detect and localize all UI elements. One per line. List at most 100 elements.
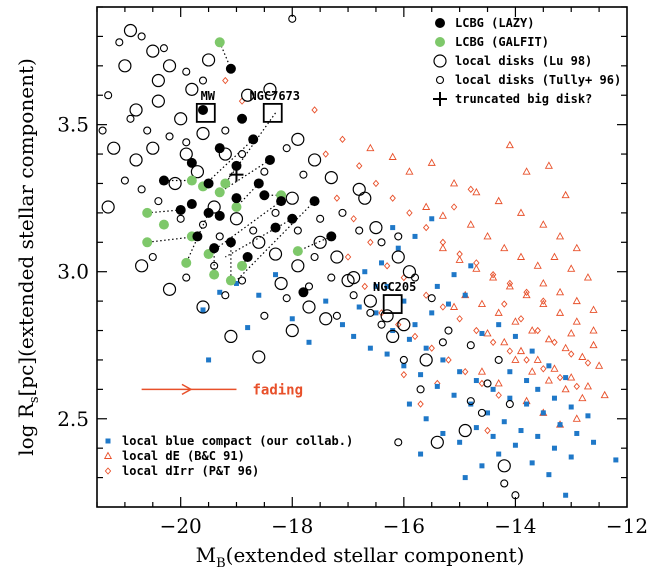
de-point	[555, 231, 565, 240]
tully-disk-point	[327, 273, 336, 282]
de-point	[466, 220, 475, 228]
y-axis-title-main: log R	[14, 402, 38, 456]
blue-compact-point	[206, 357, 212, 363]
annotation-square	[195, 102, 216, 123]
dirr-point	[422, 223, 430, 232]
dirr-point	[222, 76, 229, 85]
lcbg-galfit-point	[214, 37, 225, 48]
lu-disk-point	[263, 82, 277, 96]
lu-disk-point	[101, 200, 115, 214]
annotation-label: NGC205	[373, 280, 416, 294]
dirr-point	[417, 400, 424, 408]
de-point	[550, 364, 559, 372]
plot-frame	[96, 6, 628, 508]
y-axis-title: log Rs[pc](extended stellar component)	[14, 58, 42, 456]
de-point	[489, 273, 498, 281]
lu-disk-point	[252, 235, 266, 249]
dirr-point	[372, 179, 380, 188]
dirr-point	[551, 338, 558, 346]
blue-compact-point	[429, 310, 435, 316]
lcbg-galfit-point	[231, 202, 242, 212]
lu-disk-point	[168, 176, 182, 191]
legend-top-label: truncated big disk?	[455, 92, 592, 106]
dirr-point	[439, 303, 447, 311]
de-point	[500, 243, 509, 252]
de-point	[589, 326, 598, 334]
y-tick-label: 2.5	[57, 407, 89, 431]
blue-compact-point	[245, 325, 251, 331]
dirr-point	[361, 282, 368, 291]
dirr-point	[573, 382, 580, 391]
tully-disk-point	[394, 438, 403, 447]
blue-compact-point	[507, 395, 513, 401]
de-point	[533, 355, 542, 363]
dirr-point	[556, 373, 564, 382]
lcbg-galfit-point	[181, 257, 192, 268]
y-axis-title-sub: s	[27, 397, 42, 404]
tully-disk-point	[500, 479, 509, 488]
tully-disk-point	[221, 291, 230, 300]
blue-compact-point	[434, 383, 440, 389]
lu-disk-point	[419, 353, 433, 367]
blue-compact-point	[473, 378, 479, 384]
tully-disk-point	[271, 208, 280, 217]
tully-disk-point	[249, 226, 258, 235]
lu-disk-point	[196, 126, 210, 141]
lcbg-lazy-point	[309, 196, 320, 207]
tully-disk-point	[104, 91, 113, 100]
x-axis-title-sub: B	[216, 556, 226, 571]
tully-disk-point	[198, 76, 208, 85]
lu-disk-point	[430, 435, 444, 449]
tully-disk-point	[355, 226, 364, 235]
blue-compact-point	[423, 345, 429, 351]
tully-disk-point	[338, 208, 347, 217]
tully-disk-point	[299, 170, 308, 179]
lu-disk-point	[268, 247, 283, 261]
y-axis-title-rest: [pc](extended stellar component)	[14, 58, 38, 396]
blue-compact-point	[574, 430, 580, 436]
blue-compact-point	[440, 430, 446, 436]
de-point	[583, 381, 593, 390]
legend-top-label: LCBG (GALFIT)	[455, 35, 549, 49]
tully-disk-point	[148, 252, 157, 262]
blue-compact-point	[490, 386, 496, 392]
fading-label: fading	[252, 382, 303, 398]
blue-compact-point	[585, 413, 591, 419]
blue-compact-point	[362, 269, 368, 275]
blue-compact-point	[529, 348, 535, 354]
dirr-point	[389, 194, 396, 202]
dirr-point	[350, 215, 357, 223]
lu-disk-point	[313, 235, 327, 249]
lu-disk-point	[179, 147, 193, 161]
blue-compact-point	[551, 395, 557, 401]
tully-disk-point	[394, 232, 403, 241]
de-point	[516, 208, 526, 216]
dirr-point	[495, 391, 502, 399]
lcbg-lazy-point	[287, 213, 298, 224]
annotation-square	[382, 294, 403, 314]
de-point	[550, 252, 559, 260]
blue-compact-point	[479, 330, 485, 336]
dirr-point	[311, 106, 318, 114]
blue-compact-point	[501, 419, 507, 425]
blue-compact-point	[418, 372, 424, 378]
dirr-point	[489, 338, 497, 346]
lcbg-lazy-point	[203, 178, 214, 189]
lcbg-lazy-point	[326, 231, 337, 242]
tully-disk-point	[282, 294, 291, 303]
x-axis-title: MB(extended stellar component)	[196, 543, 525, 571]
tully-disk-point	[159, 44, 168, 53]
dirr-point	[523, 356, 530, 364]
de-point	[539, 299, 548, 308]
dirr-point	[506, 347, 514, 355]
lcbg-lazy-point	[231, 193, 242, 204]
blue-compact-point	[273, 272, 279, 278]
dirr-point	[568, 350, 575, 358]
de-point	[544, 376, 553, 384]
lu-disk-point	[185, 82, 199, 96]
lu-disk-point	[207, 200, 221, 214]
tully-disk-point	[137, 32, 146, 41]
blue-compact-point	[490, 433, 496, 439]
blue-compact-point	[540, 410, 546, 416]
de-point	[449, 302, 459, 310]
